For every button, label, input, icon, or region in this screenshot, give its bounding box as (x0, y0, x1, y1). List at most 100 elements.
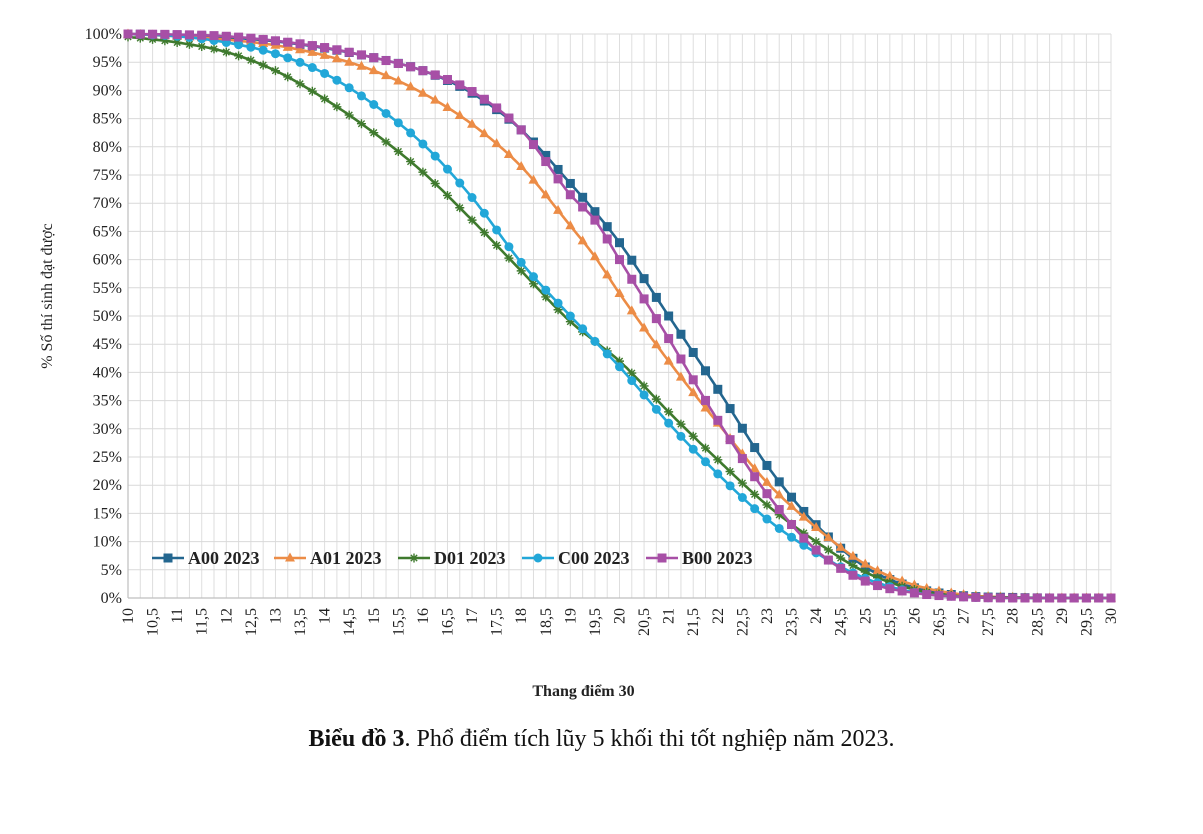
data-point (602, 222, 612, 232)
x-axis-title: Thang điểm 30 (532, 683, 634, 700)
x-tick-label: 17,5 (489, 608, 506, 636)
y-tick-label: 10% (93, 534, 122, 551)
data-point (627, 255, 637, 265)
data-point (406, 128, 416, 138)
marker-stroke (799, 528, 809, 538)
marker-stroke (148, 34, 158, 44)
data-point (455, 203, 465, 213)
marker-stroke (873, 573, 883, 583)
data-point (934, 591, 944, 601)
data-point (369, 53, 379, 63)
marker-stroke (356, 119, 366, 129)
data-point (688, 347, 698, 357)
data-point (221, 31, 231, 41)
legend-label: A01 2023 (310, 548, 382, 568)
data-point (639, 274, 649, 284)
data-point (799, 528, 809, 538)
data-point (1020, 593, 1030, 603)
data-point (369, 128, 379, 138)
marker-stroke (688, 431, 698, 441)
x-tick-label: 24 (808, 608, 825, 624)
data-point (283, 37, 293, 47)
data-point (381, 137, 391, 147)
data-point (246, 33, 256, 43)
data-point (295, 79, 305, 89)
data-point (528, 279, 538, 289)
data-point (761, 476, 772, 486)
legend-marker (409, 553, 419, 563)
data-point (418, 167, 428, 177)
caption-label: Biểu đồ 3 (308, 726, 405, 752)
data-point (946, 591, 956, 601)
data-point (737, 454, 747, 464)
marker-stroke (184, 39, 194, 49)
data-point (381, 56, 391, 66)
data-point (209, 44, 219, 54)
marker-stroke (504, 253, 514, 263)
data-point (553, 204, 564, 214)
data-point (307, 86, 317, 96)
data-point (713, 384, 723, 394)
data-point (639, 390, 649, 400)
data-point (578, 324, 588, 334)
data-point (1106, 593, 1116, 603)
data-point (565, 220, 576, 230)
x-tick-label: 26,5 (931, 608, 948, 636)
x-tick-label: 13 (267, 608, 284, 624)
data-point (835, 541, 846, 551)
x-tick-label: 20 (612, 608, 629, 624)
data-point (356, 50, 366, 60)
data-point (774, 505, 784, 515)
data-point (332, 45, 342, 55)
data-point (750, 504, 760, 514)
marker-stroke (209, 44, 219, 54)
data-point (676, 419, 686, 429)
data-point (430, 94, 441, 104)
data-point (615, 238, 624, 248)
data-point (577, 235, 588, 245)
data-point (872, 565, 883, 575)
x-tick-label: 26 (906, 608, 923, 624)
data-point (184, 39, 194, 49)
data-point (725, 481, 735, 491)
y-tick-label: 45% (93, 336, 122, 353)
data-point (823, 545, 833, 555)
data-point (799, 540, 809, 550)
y-axis-title: % Số thí sinh đạt được (39, 223, 56, 369)
data-point (836, 563, 846, 573)
data-point (381, 70, 392, 80)
marker-stroke (320, 94, 330, 104)
caption-text: . Phổ điểm tích lũy 5 khối thi tốt nghiệ… (404, 726, 895, 752)
data-point (491, 138, 502, 148)
data-point (615, 362, 624, 372)
data-point (454, 109, 465, 119)
data-point (922, 590, 932, 600)
data-point (873, 573, 883, 583)
x-tick-label: 22,5 (734, 608, 751, 636)
x-tick-label: 25 (857, 608, 874, 624)
data-point (848, 570, 858, 580)
data-point (492, 103, 502, 113)
data-point (836, 553, 846, 563)
x-tick-label: 24,5 (833, 608, 850, 636)
data-point (504, 242, 514, 252)
data-point (479, 208, 489, 218)
x-tick-label: 14,5 (341, 608, 358, 636)
data-point (467, 87, 477, 97)
y-tick-label: 35% (93, 393, 122, 410)
x-tick-label: 17 (464, 608, 481, 624)
x-tick-label: 25,5 (882, 608, 899, 636)
data-point (847, 550, 858, 560)
data-point (160, 29, 170, 39)
data-point (590, 215, 600, 225)
data-point (442, 164, 452, 174)
data-point (737, 423, 747, 433)
x-tick-label: 16 (415, 608, 432, 624)
plot-grid (127, 33, 1112, 599)
data-point (467, 193, 477, 203)
data-point (799, 506, 809, 516)
data-point (258, 60, 268, 70)
data-point (184, 30, 194, 40)
data-point (369, 100, 379, 109)
data-point (356, 91, 366, 101)
